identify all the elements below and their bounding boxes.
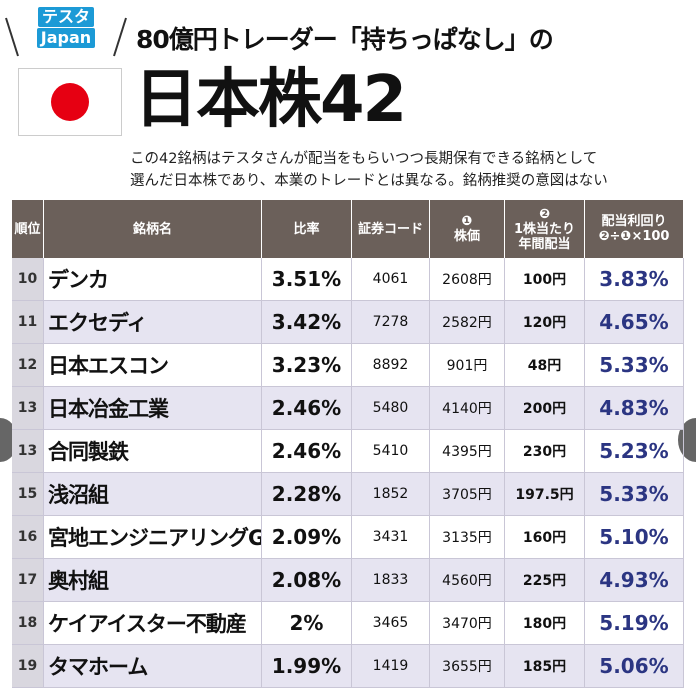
- cell: 2582円: [430, 301, 505, 344]
- cell: 13: [12, 430, 44, 473]
- cell: 100円: [505, 258, 585, 301]
- cell: 5.33%: [585, 344, 684, 387]
- header-cell: 配当利回り ❷÷❶×100: [585, 200, 684, 258]
- cell: 200円: [505, 387, 585, 430]
- cell: 浅沼組: [44, 473, 262, 516]
- cell: 1419: [352, 645, 430, 688]
- cell: 宮地エンジニアリングG: [44, 516, 262, 559]
- cell: 2.28%: [262, 473, 352, 516]
- cell: 197.5円: [505, 473, 585, 516]
- header-cell: ❷ 1株当たり 年間配当: [505, 200, 585, 258]
- header-label: 銘柄名: [132, 221, 172, 237]
- cell: 合同製鉄: [44, 430, 262, 473]
- cell: 5.10%: [585, 516, 684, 559]
- cell: 日本エスコン: [44, 344, 262, 387]
- cell: 4140円: [430, 387, 505, 430]
- cell: 3.51%: [262, 258, 352, 301]
- cell: 13: [12, 387, 44, 430]
- cell: 160円: [505, 516, 585, 559]
- cell: タマホーム: [44, 645, 262, 688]
- cell: 2608円: [430, 258, 505, 301]
- cell: 4395円: [430, 430, 505, 473]
- cell: 4.65%: [585, 301, 684, 344]
- cell: 18: [12, 602, 44, 645]
- flag: [18, 68, 122, 136]
- cell: 2.46%: [262, 430, 352, 473]
- header-mark: ❷: [538, 206, 550, 222]
- cell: デンカ: [44, 258, 262, 301]
- cell: 3705円: [430, 473, 505, 516]
- cell: 4.83%: [585, 387, 684, 430]
- cell: 48円: [505, 344, 585, 387]
- cell: 2.46%: [262, 387, 352, 430]
- cell: 17: [12, 559, 44, 602]
- cell: 4560円: [430, 559, 505, 602]
- cell: 1852: [352, 473, 430, 516]
- cell: 5.23%: [585, 430, 684, 473]
- cell: 1833: [352, 559, 430, 602]
- cell: 5410: [352, 430, 430, 473]
- cell: 230円: [505, 430, 585, 473]
- header-label: 株価: [453, 229, 480, 244]
- header-label: 証券コード: [357, 221, 423, 237]
- table: 順位 銘柄名 比率 証券コード ❶ 株価 ❷ 1株当たり 年間配当 配当利回り ❷÷❶×100 10…: [12, 200, 684, 688]
- cell: 15: [12, 473, 44, 516]
- cell: 3.83%: [585, 258, 684, 301]
- header-label: 順位: [14, 221, 41, 237]
- cell: 2.09%: [262, 516, 352, 559]
- cell: 180円: [505, 602, 585, 645]
- cell: 5.06%: [585, 645, 684, 688]
- cell: 日本冶金工業: [44, 387, 262, 430]
- tag-bottom: Japan: [36, 28, 96, 48]
- header-cell: 比率: [262, 200, 352, 258]
- title: 80億円トレーダー「持ちっぱなし」の: [136, 25, 554, 54]
- cell: 5480: [352, 387, 430, 430]
- desc-line: この42銘柄はテスタさんが配当をもらいつつ長期保有できる銘柄として: [130, 151, 598, 167]
- cell: 120円: [505, 301, 585, 344]
- tag-top: テスタ: [37, 7, 94, 27]
- cell: 4061: [352, 258, 430, 301]
- header-cell: 銘柄名: [44, 200, 262, 258]
- cell: エクセディ: [44, 301, 262, 344]
- cell: ケイアイスター不動産: [44, 602, 262, 645]
- description: この42銘柄はテスタさんが配当をもらいつつ長期保有できる銘柄として 選んだ日本株で…: [130, 148, 608, 192]
- cell: 225円: [505, 559, 585, 602]
- cell: 4.93%: [585, 559, 684, 602]
- header-label: 配当利回り: [601, 214, 667, 229]
- cell: 7278: [352, 301, 430, 344]
- header-cell: 証券コード: [352, 200, 430, 258]
- cell: 5.19%: [585, 602, 684, 645]
- cell: 2.08%: [262, 559, 352, 602]
- cell: 185円: [505, 645, 585, 688]
- cell: 12: [12, 344, 44, 387]
- cell: 2%: [262, 602, 352, 645]
- cell: 11: [12, 301, 44, 344]
- cell: 奥村組: [44, 559, 262, 602]
- big-title: 日本株42: [134, 63, 407, 137]
- cell: 10: [12, 258, 44, 301]
- header-label: 比率: [293, 221, 320, 237]
- cell: 5.33%: [585, 473, 684, 516]
- cell: 16: [12, 516, 44, 559]
- cell: 3465: [352, 602, 430, 645]
- cell: 8892: [352, 344, 430, 387]
- header-label: 1株当たり 年間配当: [513, 221, 576, 252]
- cell: 19: [12, 645, 44, 688]
- cell: 3.42%: [262, 301, 352, 344]
- cell: 3.23%: [262, 344, 352, 387]
- desc-line: 選んだ日本株であり、本業のトレードとは異なる。銘柄推奨の意図はない: [130, 173, 608, 189]
- cell: 3431: [352, 516, 430, 559]
- tag: テスタ Japan: [22, 6, 110, 49]
- cell: 1.99%: [262, 645, 352, 688]
- header-cell: ❶ 株価: [430, 200, 505, 258]
- header-cell: 順位: [12, 200, 44, 258]
- cell: 3655円: [430, 645, 505, 688]
- header-mark: ❶: [461, 214, 473, 229]
- cell: 3135円: [430, 516, 505, 559]
- cell: 901円: [430, 344, 505, 387]
- cell: 3470円: [430, 602, 505, 645]
- header-sub: ❷÷❶×100: [598, 229, 670, 244]
